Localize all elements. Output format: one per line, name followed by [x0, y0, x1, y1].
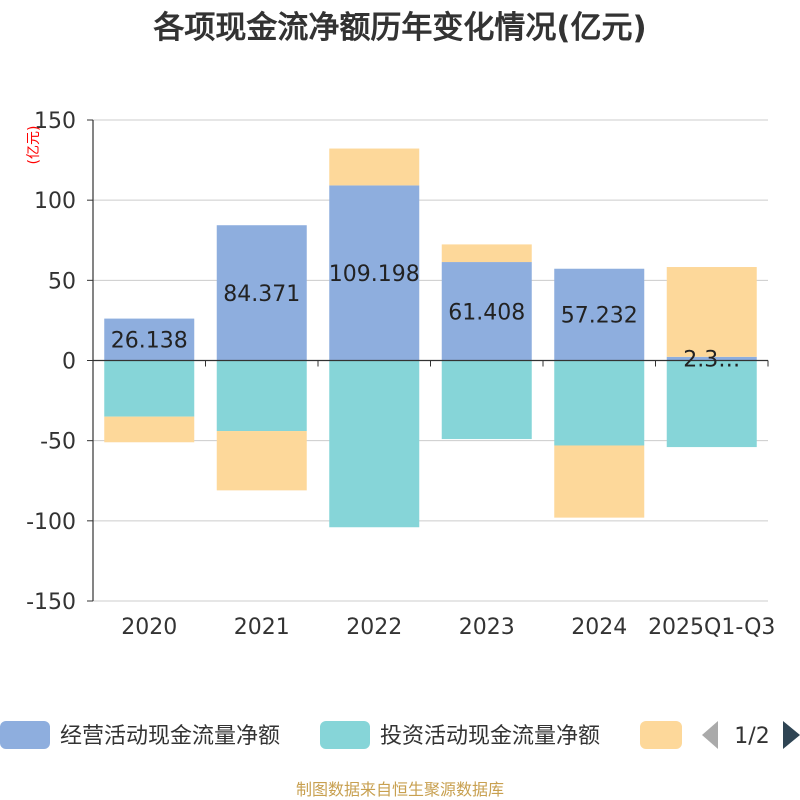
bar-2024-s0[interactable] [554, 268, 645, 361]
legend-label-investing[interactable]: 投资活动现金流量净额 [380, 724, 600, 749]
bar-2021-s2[interactable] [216, 431, 307, 491]
bar-2023-s2[interactable] [441, 244, 532, 263]
bar-2023-s0[interactable] [441, 262, 532, 361]
data-label: 26.138 [111, 329, 188, 354]
data-label: 84.371 [223, 282, 300, 307]
x-tick-label: 2023 [459, 615, 515, 640]
data-label: 2.3… [683, 348, 740, 373]
legend: 经营活动现金流量净额 投资活动现金流量净额 1/2 [0, 721, 800, 749]
legend-label-operating[interactable]: 经营活动现金流量净额 [60, 724, 280, 749]
legend-next-icon[interactable] [783, 721, 800, 749]
x-tick-label: 2022 [346, 615, 402, 640]
bar-2023-s1[interactable] [441, 360, 532, 440]
bar-2020-s0[interactable] [104, 318, 195, 361]
legend-swatch-financing[interactable] [640, 721, 682, 749]
bar-2021-s0[interactable] [216, 225, 307, 361]
x-tick-label: 2021 [234, 615, 290, 640]
legend-swatch-investing[interactable] [320, 721, 370, 749]
y-tick-label: 50 [48, 269, 76, 294]
bar-2022-s1[interactable] [329, 360, 420, 528]
bar-2024-s2[interactable] [554, 445, 645, 518]
data-label: 109.198 [329, 262, 420, 287]
bar-2022-s0[interactable] [329, 185, 420, 361]
y-axis-label: (亿元) [26, 126, 42, 165]
x-tick-label: 2020 [121, 615, 177, 640]
grid [93, 119, 768, 602]
legend-prev-icon[interactable] [702, 721, 718, 749]
data-labels: 26.138 84.371 109.198 61.408 57.232 2.3… [111, 262, 740, 373]
legend-swatch-operating[interactable] [0, 721, 50, 749]
bar-2021-s1[interactable] [216, 360, 307, 432]
y-tick-label: 0 [62, 350, 76, 375]
source-note: 制图数据来自恒生聚源数据库 [296, 780, 504, 799]
legend-page-indicator: 1/2 [734, 724, 769, 749]
chart-title: 各项现金流净额历年变化情况(亿元) [152, 10, 646, 46]
x-tick-label: 2025Q1-Q3 [648, 615, 775, 640]
bar-2024-s1[interactable] [554, 360, 645, 446]
y-tick-label: 100 [34, 189, 76, 214]
axes: -150 -100 -50 0 50 100 150 2020 2021 2022 2023 2024… [26, 109, 775, 640]
data-label: 57.232 [561, 304, 638, 329]
data-label: 61.408 [448, 300, 525, 325]
bar-2025Q1-Q3-s2[interactable] [666, 267, 757, 357]
y-tick-label: 150 [34, 109, 76, 134]
y-tick-label: -100 [26, 510, 76, 535]
bar-2025Q1-Q3-s1[interactable] [666, 360, 757, 448]
bar-2022-s2[interactable] [329, 148, 420, 186]
bar-2020-s1[interactable] [104, 360, 195, 417]
x-tick-label: 2024 [571, 615, 627, 640]
y-tick-label: -150 [26, 590, 76, 615]
bar-2020-s2[interactable] [104, 416, 195, 443]
y-tick-label: -50 [40, 430, 76, 455]
bars [104, 148, 757, 528]
bar-2025Q1-Q3-s0[interactable] [666, 356, 757, 361]
